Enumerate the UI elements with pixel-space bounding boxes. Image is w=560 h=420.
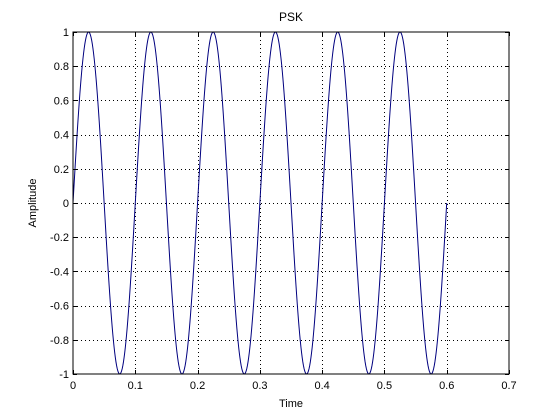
x-tick-label: 0.5: [377, 380, 392, 392]
ticks: [73, 32, 510, 375]
x-tick-label: 0.7: [501, 380, 516, 392]
x-tick-label: 0: [70, 380, 76, 392]
y-axis-tick-labels: 1 0.8 0.6 0.4 0.2 0 -0.2 -0.4 -0.6 -0.8 -1: [50, 27, 69, 381]
x-axis-label: Time: [279, 398, 303, 410]
y-axis-label: Amplitude: [27, 179, 39, 228]
y-tick-label: 0: [63, 198, 69, 210]
x-tick-label: 0.6: [439, 380, 454, 392]
y-tick-label: 1: [63, 27, 69, 39]
y-tick-label: -0.4: [50, 266, 69, 278]
x-tick-label: 0.4: [314, 380, 329, 392]
y-tick-label: -0.2: [50, 232, 69, 244]
y-tick-label: 0.4: [54, 130, 69, 142]
y-tick-label: 0.6: [54, 95, 69, 107]
chart-title: PSK: [279, 10, 303, 24]
y-tick-label: -0.6: [50, 301, 69, 313]
x-tick-label: 0.3: [252, 380, 267, 392]
psk-signal-line: [72, 31, 448, 375]
x-tick-label: 0.2: [190, 380, 205, 392]
y-tick-label: 0.2: [54, 164, 69, 176]
x-tick-label: 0.1: [128, 380, 143, 392]
grid: [73, 32, 509, 374]
x-axis-tick-labels: 0 0.1 0.2 0.3 0.4 0.5 0.6 0.7: [70, 380, 517, 392]
plot-lines: [72, 31, 448, 375]
y-tick-label: -1: [59, 369, 69, 381]
y-tick-label: -0.8: [50, 335, 69, 347]
y-tick-label: 0.8: [54, 61, 69, 73]
